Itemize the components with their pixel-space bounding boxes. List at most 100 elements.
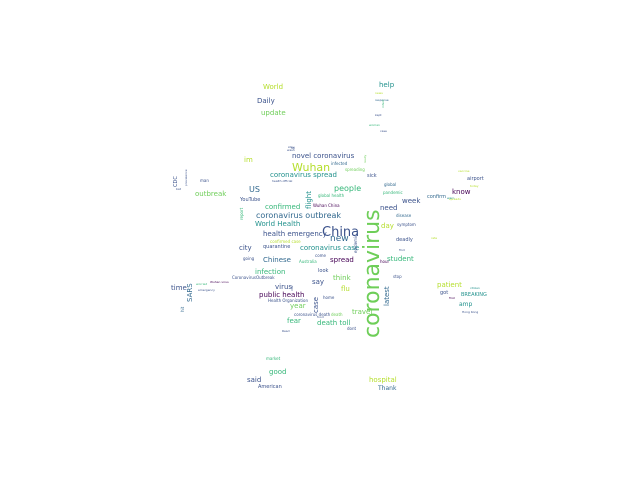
cloud-word: confirm — [427, 194, 446, 200]
cloud-word: case — [380, 129, 387, 133]
cloud-word: flu — [341, 285, 350, 293]
cloud-word: bat — [176, 187, 181, 191]
cloud-word: need — [380, 204, 398, 212]
cloud-word: market — [266, 356, 281, 361]
cloud-word: Wuhan — [292, 161, 331, 174]
cloud-word: patient — [437, 281, 462, 289]
cloud-word: prevalence — [184, 168, 188, 186]
cloud-word: YouTube — [240, 197, 261, 203]
cloud-word: airport — [467, 176, 484, 182]
cloud-word: hit — [180, 307, 185, 313]
cloud-word: public health — [259, 291, 305, 299]
cloud-word: China — [322, 225, 360, 240]
cloud-word: health official — [272, 179, 293, 183]
cloud-word: Thank — [378, 385, 397, 392]
cloud-word: said — [247, 376, 262, 384]
cloud-word: Chinese — [263, 256, 291, 264]
cloud-word: warn — [447, 196, 455, 200]
cloud-word: CoronavirusOutbreak — [232, 275, 275, 280]
cloud-word: coronavirus case — [300, 244, 360, 252]
cloud-word: say — [312, 278, 325, 286]
cloud-word: World — [263, 83, 284, 91]
cloud-word: infect — [381, 99, 385, 109]
cloud-word: got — [440, 290, 449, 296]
cloud-word: death toll — [317, 319, 351, 327]
cloud-word: stay — [288, 145, 295, 149]
cloud-word: confirmed case — [270, 239, 301, 244]
cloud-word: vaccine — [458, 169, 470, 173]
cloud-word: citizen — [470, 286, 480, 290]
cloud-word: man — [200, 178, 209, 183]
cloud-word: outbreak — [195, 190, 227, 198]
cloud-word: people — [334, 184, 362, 193]
cloud-word: disease — [396, 213, 412, 218]
cloud-word: Health Organization — [268, 298, 308, 303]
cloud-word: Read — [282, 329, 290, 333]
cloud-word: coronavirus death — [294, 312, 331, 317]
cloud-word: think — [333, 274, 351, 282]
cloud-word: Wuhan China — [313, 203, 340, 208]
cloud-word: spreading — [345, 167, 365, 172]
cloud-word: amp — [459, 301, 473, 308]
cloud-word: hour — [380, 259, 390, 264]
cloud-word: global — [384, 182, 397, 187]
cloud-word: stop — [393, 274, 402, 279]
cloud-word: year — [290, 302, 306, 310]
cloud-word: spreads — [449, 197, 461, 201]
cloud-word: novel coronavirus — [292, 152, 355, 160]
cloud-word: epidemic — [353, 234, 358, 253]
cloud-word: infection — [255, 268, 286, 276]
cloud-word: CDC — [173, 176, 179, 188]
cloud-word: fear — [287, 317, 301, 325]
cloud-word: going — [243, 256, 255, 261]
cloud-word: US — [249, 185, 260, 194]
cloud-word: come — [315, 253, 327, 258]
cloud-word: emergency — [198, 288, 215, 292]
cloud-word: coronavirus outbreak — [256, 211, 342, 220]
cloud-word: report — [239, 207, 244, 220]
cloud-word: news — [375, 91, 383, 95]
cloud-word: time — [171, 284, 187, 292]
cloud-word: Wuhan virus — [210, 280, 229, 284]
cloud-word: symptom — [397, 222, 416, 227]
cloud-word: infected — [331, 161, 348, 166]
cloud-word: health emergency — [263, 230, 327, 238]
cloud-word: find — [399, 248, 405, 252]
cloud-word: student — [387, 255, 414, 263]
cloud-word: hospital — [369, 376, 397, 384]
cloud-word: good — [269, 368, 287, 376]
cloud-word: lot — [291, 146, 295, 150]
cloud-word: today — [470, 184, 479, 188]
cloud-word: update — [261, 109, 286, 117]
cloud-word: World Health — [255, 220, 301, 228]
cloud-word: death — [331, 312, 343, 317]
cloud-word: quarantine — [263, 244, 291, 250]
cloud-word: wash — [287, 148, 295, 152]
cloud-word: help — [379, 81, 395, 89]
cloud-word: travel — [352, 308, 373, 316]
cloud-word: flight — [305, 191, 313, 210]
cloud-word: day — [381, 222, 394, 230]
cloud-word: risk — [290, 286, 294, 292]
cloud-word: Hong Kong — [462, 310, 479, 314]
cloud-word: new — [330, 234, 349, 244]
cloud-word: Daily — [257, 97, 275, 105]
cloud-word: confirmed — [265, 203, 301, 211]
cloud-word: week — [402, 197, 421, 205]
cloud-word: woman — [369, 123, 380, 127]
cloud-word: sick — [367, 173, 377, 179]
cloud-word: American — [258, 384, 282, 390]
cloud-word: im — [244, 156, 253, 164]
cloud-word: latest — [383, 286, 391, 307]
cloud-word: city — [239, 244, 252, 252]
cloud-word: first — [449, 296, 455, 300]
cloud-word: deadly — [396, 237, 413, 243]
cloud-word: global health — [318, 193, 345, 198]
cloud-word: kept — [375, 113, 382, 117]
cloud-word: pandemic — [383, 190, 403, 195]
cloud-word: response — [375, 98, 389, 102]
cloud-word: food — [317, 315, 324, 319]
cloud-word: Australia — [299, 259, 317, 264]
cloud-word: worried — [196, 282, 208, 286]
